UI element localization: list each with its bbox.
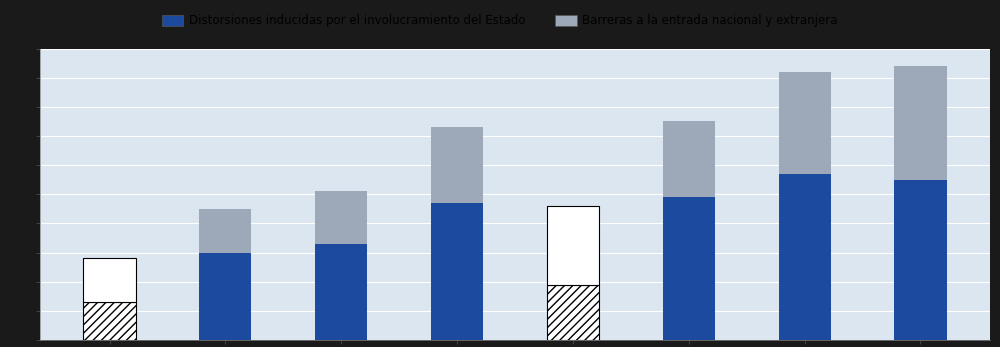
Bar: [663, 121, 715, 197]
Bar: [315, 244, 367, 340]
Legend: Distorsiones inducidas por el involucramiento del Estado, Barreras a la entrada : Distorsiones inducidas por el involucram…: [157, 10, 843, 32]
Bar: [199, 209, 251, 253]
Bar: [83, 259, 136, 302]
Bar: [663, 197, 715, 340]
Bar: [547, 206, 599, 285]
Bar: [83, 302, 136, 340]
Bar: [547, 285, 599, 340]
Bar: [199, 253, 251, 340]
Bar: [431, 127, 483, 203]
Bar: [894, 180, 947, 340]
Bar: [779, 174, 831, 340]
Bar: [894, 66, 947, 180]
Bar: [779, 72, 831, 174]
Bar: [431, 203, 483, 340]
Bar: [315, 192, 367, 244]
